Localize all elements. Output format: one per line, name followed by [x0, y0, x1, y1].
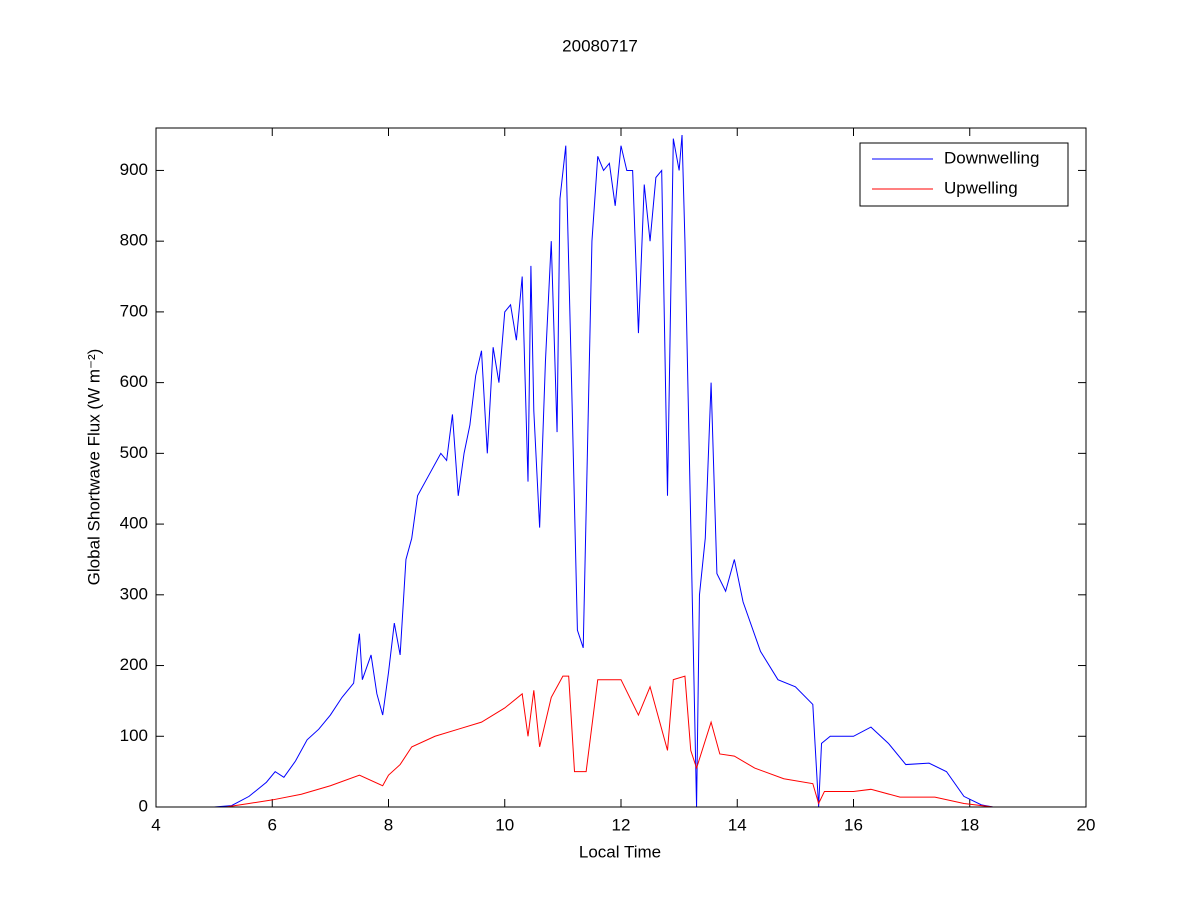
plot-frame: [155, 127, 1087, 808]
y-tick-label: 100: [120, 726, 148, 745]
y-tick-label: 500: [120, 443, 148, 462]
x-tick-label: 12: [612, 815, 631, 834]
chart-title: 20080717: [562, 36, 638, 55]
x-tick-label: 14: [728, 815, 747, 834]
y-tick-label: 900: [120, 160, 148, 179]
y-tick-label: 600: [120, 372, 148, 391]
x-tick-label: 18: [960, 815, 979, 834]
x-axis-label: Local Time: [579, 842, 661, 861]
y-tick-label: 800: [120, 231, 148, 250]
series-line: [156, 135, 994, 808]
legend-label: Upwelling: [944, 178, 1018, 197]
y-tick-label: 300: [120, 584, 148, 603]
y-tick-label: 0: [139, 796, 148, 815]
x-tick-label: 6: [268, 815, 277, 834]
x-tick-label: 8: [384, 815, 393, 834]
legend-box: [859, 142, 1069, 207]
x-tick-label: 16: [844, 815, 863, 834]
x-tick-label: 4: [151, 815, 160, 834]
series-line: [156, 675, 994, 808]
y-tick-label: 700: [120, 301, 148, 320]
y-tick-label: 200: [120, 655, 148, 674]
y-axis-label: Global Shortwave Flux (W m⁻²): [84, 349, 103, 586]
x-tick-label: 20: [1077, 815, 1096, 834]
y-tick-label: 400: [120, 514, 148, 533]
legend-label: Downwelling: [944, 148, 1039, 167]
x-tick-label: 10: [495, 815, 514, 834]
